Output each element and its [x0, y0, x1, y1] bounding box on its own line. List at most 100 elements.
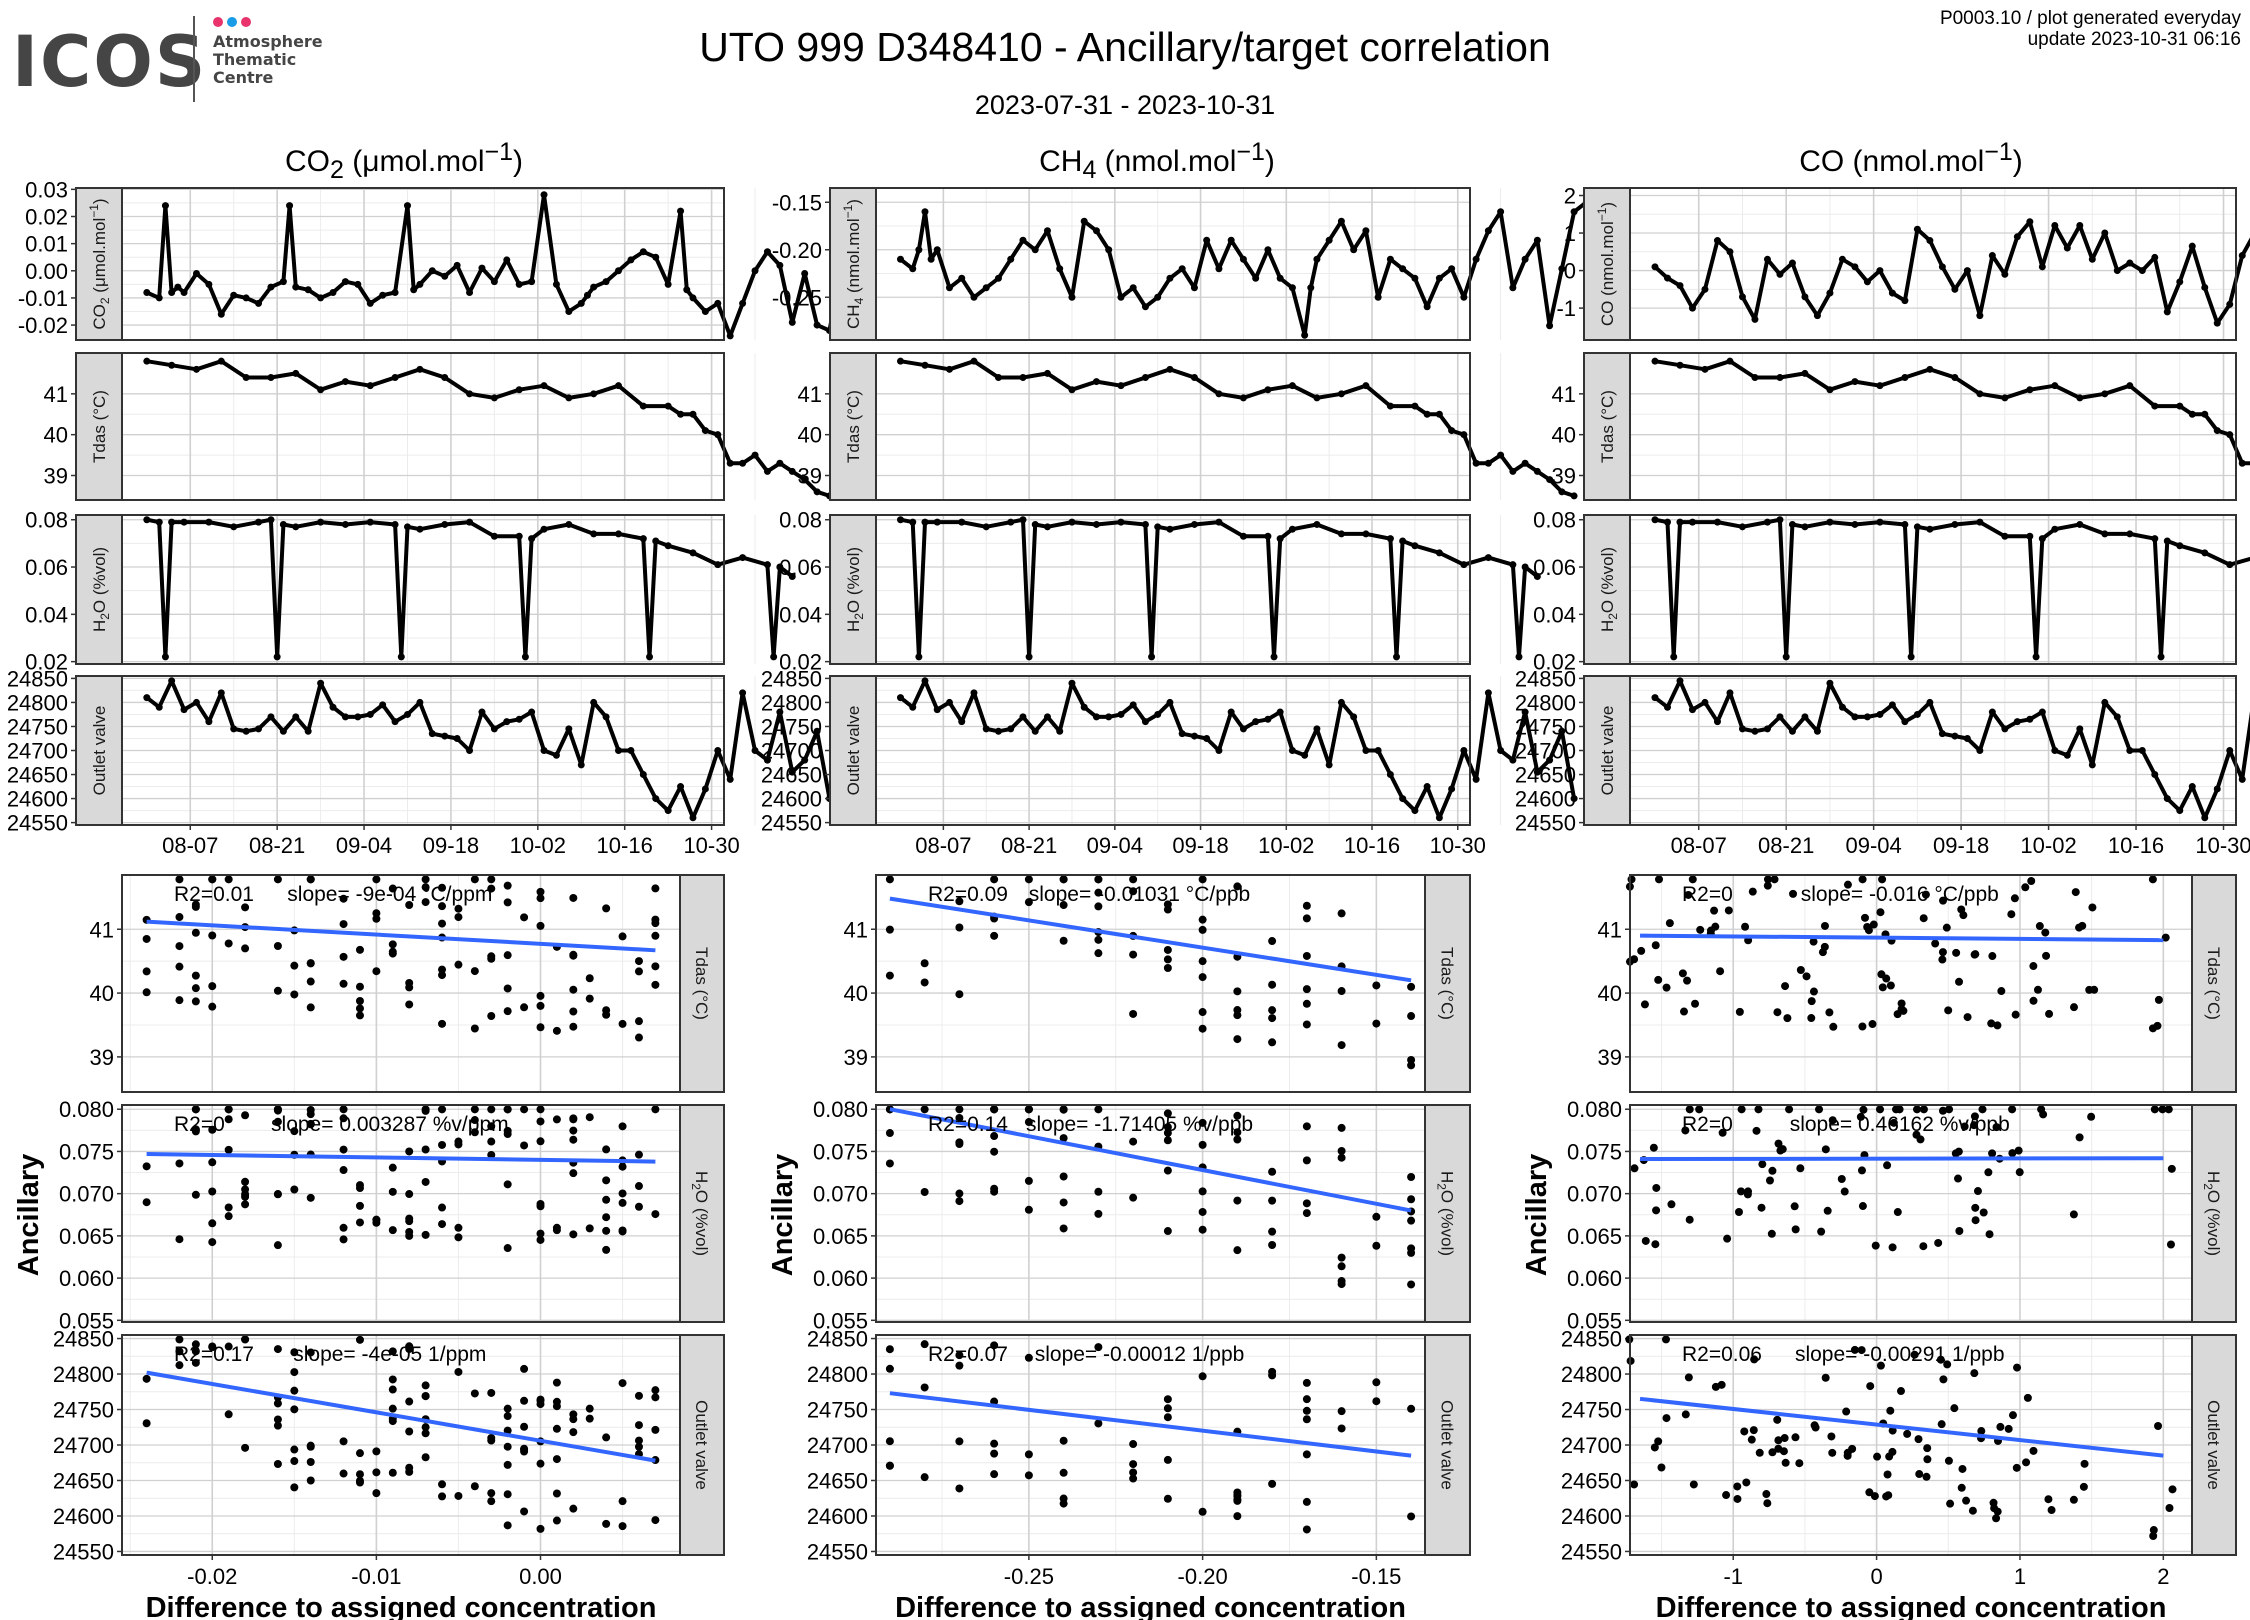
data-point	[1092, 227, 1100, 235]
scatter-point	[355, 1335, 364, 1344]
scatter-point	[355, 1184, 364, 1193]
data-point	[168, 677, 176, 685]
scatter-point	[1198, 875, 1207, 884]
scatter-point	[1302, 1497, 1311, 1506]
data-point	[2213, 427, 2221, 435]
strip-background	[1583, 514, 1631, 665]
data-point	[726, 332, 734, 340]
y-tick-label: 24850	[1561, 1327, 1622, 1352]
scatter-point	[1268, 1038, 1277, 1047]
y-tick-label: 0.080	[59, 1097, 114, 1122]
data-point	[590, 698, 598, 706]
data-point	[552, 751, 560, 759]
scatter-point	[1869, 920, 1878, 929]
strip-label-text: H2O (%vol)	[1435, 1171, 1457, 1256]
data-point	[714, 561, 722, 569]
scatter-point	[1939, 896, 1948, 905]
scatter-point	[1337, 987, 1346, 996]
scatter-point	[1407, 1195, 1416, 1204]
data-point	[503, 256, 511, 264]
y-tick-label: -0.01	[18, 286, 68, 311]
scatter-point	[1888, 1426, 1897, 1435]
scatter-point	[1198, 925, 1207, 934]
data-point	[2051, 525, 2059, 533]
data-point	[217, 357, 225, 365]
data-point	[1751, 374, 1759, 381]
data-point	[540, 382, 548, 390]
scatter-point	[634, 1421, 643, 1430]
series-line	[146, 359, 892, 498]
y-tick-label: 24750	[53, 1398, 114, 1423]
strip-background	[829, 675, 877, 826]
scatter-point	[175, 1347, 184, 1356]
scatter-point	[1774, 1139, 1783, 1148]
data-point	[2226, 431, 2234, 439]
scatter-point	[339, 894, 348, 903]
scatter-point	[2150, 1105, 2159, 1114]
scatter-point	[1655, 875, 1664, 884]
data-point	[2126, 530, 2134, 538]
data-point	[921, 208, 929, 216]
scatter-point	[2069, 1495, 2078, 1504]
scatter-point	[208, 1219, 217, 1228]
y-tick-label: 0.08	[779, 508, 822, 533]
scatter-point	[1876, 908, 1885, 917]
scatter-point	[1302, 1156, 1311, 1165]
scatter-point	[1970, 1112, 1979, 1121]
data-point	[1337, 530, 1345, 538]
scatter-point	[1818, 948, 1827, 957]
data-point	[739, 689, 747, 697]
scatter-point	[1971, 1203, 1980, 1212]
scatter-point	[1059, 1224, 1068, 1233]
data-point	[1546, 322, 1554, 330]
scatter-point	[885, 925, 894, 934]
regression-line	[889, 1107, 1412, 1213]
data-point	[1448, 265, 1456, 273]
scatter-point	[1198, 1225, 1207, 1234]
data-point	[1651, 516, 1659, 524]
data-point	[230, 523, 238, 531]
scatter-point	[339, 1469, 348, 1478]
data-point	[217, 689, 225, 697]
scatter-point	[1163, 1128, 1172, 1137]
y-tick-label: 24550	[1515, 811, 1576, 836]
scatter-point	[634, 1033, 643, 1042]
scatter-point	[1696, 925, 1705, 934]
data-point	[1460, 561, 1468, 569]
scatter-point	[585, 1404, 594, 1413]
scatter-point	[224, 1342, 233, 1351]
scatter-point	[1868, 1020, 1877, 1029]
r2-annotation: R2=0.17	[174, 1343, 254, 1366]
data-point	[896, 255, 904, 263]
data-point	[1166, 698, 1174, 706]
data-point	[770, 653, 778, 661]
x-tick-label: 10-02	[510, 833, 566, 858]
scatter-point	[536, 1524, 545, 1533]
x-tick-label: -0.20	[1178, 1564, 1228, 1589]
y-tick-label: 24850	[761, 666, 822, 691]
panel-background	[122, 875, 680, 1092]
scatter-point	[634, 957, 643, 966]
data-point	[915, 653, 923, 661]
data-point	[1215, 265, 1223, 273]
strip-label-text: H2O (%vol)	[689, 1171, 711, 1256]
data-point	[763, 561, 771, 569]
data-point	[441, 732, 449, 740]
scatter-point	[487, 1137, 496, 1146]
data-point	[1676, 361, 1684, 369]
scatter-point	[618, 932, 627, 941]
data-point	[1988, 252, 1996, 260]
scatter-point	[618, 1198, 627, 1207]
y-tick-label: 0	[1564, 259, 1576, 284]
series-line	[1654, 517, 2250, 659]
strip-label-text: Tdas (°C)	[2204, 947, 2223, 1020]
scatter-point	[1942, 923, 1951, 932]
scatter-point	[2078, 921, 2087, 930]
x-tick-label: 09-18	[423, 833, 479, 858]
data-point	[1276, 535, 1284, 543]
strip-background	[1583, 352, 1631, 501]
icos-logo: ICOS	[12, 21, 208, 103]
data-point	[1117, 710, 1125, 718]
strip-label: H2O (%vol)	[844, 547, 866, 632]
data-point	[143, 694, 151, 702]
